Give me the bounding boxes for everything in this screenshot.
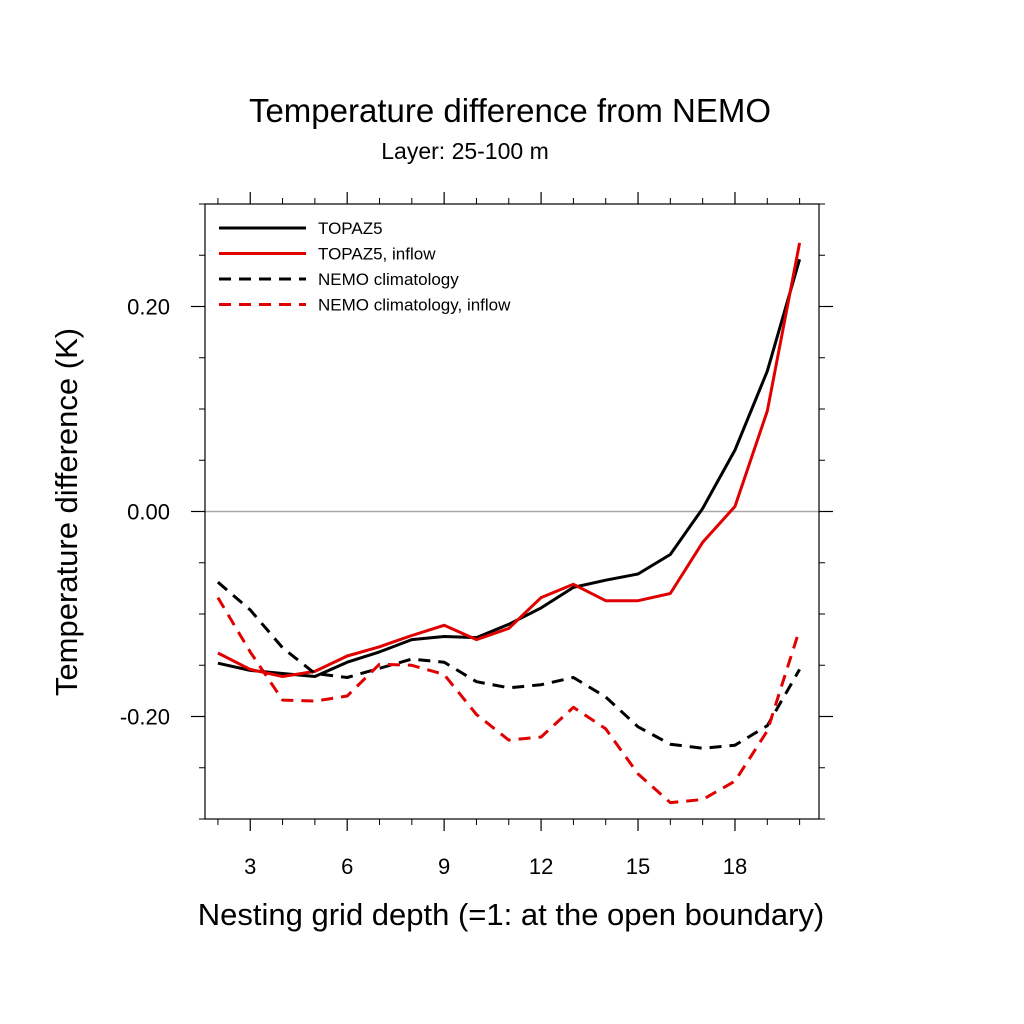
x-tick-label: 6: [341, 854, 353, 879]
series-line-3: [216, 581, 801, 750]
x-tick-label: 3: [244, 854, 256, 879]
x-tick-label: 9: [438, 854, 450, 879]
series-line-1: [217, 258, 802, 678]
y-tick-label: -0.20: [120, 705, 170, 730]
series-line-4: [216, 596, 802, 805]
x-axis-label: Nesting grid depth (=1: at the open boun…: [198, 897, 824, 932]
legend-label: NEMO climatology: [318, 270, 459, 289]
x-tick-label: 12: [529, 854, 553, 879]
y-tick-label: 0.20: [127, 295, 170, 320]
x-tick-label: 18: [723, 854, 747, 879]
chart-title: Temperature difference from NEMO: [249, 92, 771, 129]
legend-label: TOPAZ5: [318, 219, 383, 238]
x-tick-label: 15: [626, 854, 650, 879]
legend-label: TOPAZ5, inflow: [318, 245, 436, 264]
y-tick-label: 0.00: [127, 500, 170, 525]
series-line-2: [217, 242, 802, 678]
plot-area: 3 6 9 12 15 18 0.20 0.00 -0.20 TOPAZ5 TOPAZ5, infl…: [120, 192, 833, 879]
y-axis-label: Temperature difference (K): [49, 328, 84, 696]
legend-label: NEMO climatology, inflow: [318, 296, 511, 315]
chart-subtitle: Layer: 25-100 m: [381, 138, 548, 164]
